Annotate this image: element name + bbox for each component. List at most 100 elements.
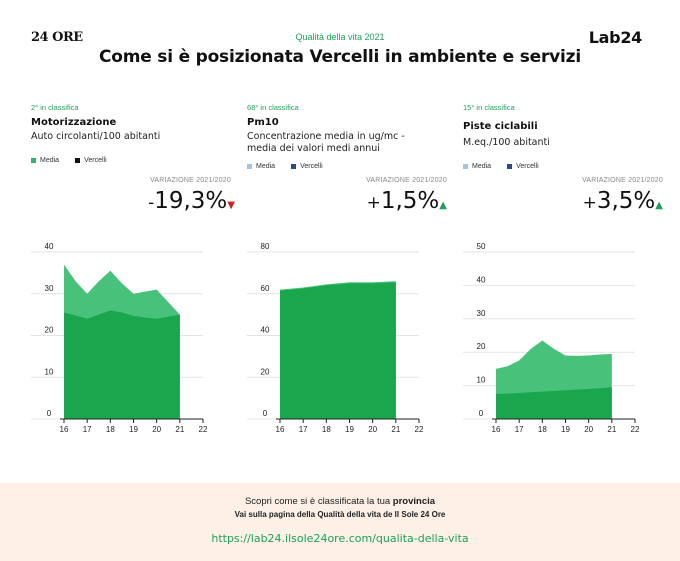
- legend-swatch-media: [247, 164, 252, 169]
- y-tick-label: 0: [479, 409, 484, 418]
- legend-item-vercelli[interactable]: Vercelli: [507, 163, 539, 170]
- y-tick-label: 10: [45, 367, 54, 376]
- variation-value: -19,3%▼: [148, 188, 235, 214]
- legend-swatch-vercelli: [291, 164, 297, 169]
- x-tick-label: 21: [607, 425, 616, 434]
- legend-item-vercelli[interactable]: Vercelli: [291, 163, 323, 170]
- x-tick-label: 18: [106, 425, 115, 434]
- sole24ore-logo[interactable]: 24 ORE: [31, 30, 83, 45]
- y-tick-label: 40: [45, 242, 54, 251]
- x-tick-label: 16: [60, 425, 69, 434]
- variation-label: VARIAZIONE 2021/2020: [150, 177, 231, 184]
- cta-prefix: Scopri come si è classificata la tua: [244, 496, 393, 507]
- x-tick-label: 22: [199, 425, 208, 434]
- panel-pm10: 68° in classifica Pm10 Concentrazione me…: [247, 100, 447, 445]
- rank-label: 2° in classifica: [31, 103, 79, 112]
- x-tick-label: 17: [515, 425, 524, 434]
- legend: Media Vercelli: [463, 163, 539, 170]
- cta-link[interactable]: https://lab24.ilsole24ore.com/qualita-de…: [211, 532, 469, 545]
- arrow-down-icon: ▼: [227, 200, 235, 211]
- y-tick-label: 20: [45, 326, 54, 335]
- legend: Media Vercelli: [31, 157, 107, 164]
- chart-piste-ciclabili: 0 10 20 30 40 50 16 17 18 19 20 21 22: [463, 242, 640, 434]
- legend-label: Media: [40, 157, 60, 164]
- variation-value: +1,5%▲: [367, 188, 447, 214]
- chart-motorizzazione: 0 10 20 30 40 16 17 18 19 20 21 22: [31, 242, 208, 434]
- x-tick-label: 20: [368, 425, 377, 434]
- variation-sign: +: [366, 193, 381, 213]
- y-tick-label: 40: [261, 326, 270, 335]
- panel-piste-ciclabili: 15° in classifica Piste ciclabili M.eq./…: [463, 100, 663, 445]
- arrow-up-icon: ▲: [655, 200, 663, 211]
- legend-swatch-media: [463, 164, 468, 169]
- cta-subtext: Vai sulla pagina della Qualità della vit…: [234, 510, 446, 519]
- y-tick-label: 80: [261, 242, 270, 251]
- legend-item-media[interactable]: Media: [463, 163, 491, 170]
- legend-label: Media: [256, 163, 276, 170]
- y-tick-label: 60: [261, 284, 270, 293]
- rank-label: 15° in classifica: [463, 103, 515, 112]
- arrow-up-icon: ▲: [439, 200, 447, 211]
- cta-text: Scopri come si è classificata la tua pro…: [0, 496, 680, 507]
- area-vercelli: [496, 387, 612, 419]
- y-tick-label: 0: [263, 409, 268, 418]
- y-tick-label: 10: [477, 376, 486, 385]
- area-vercelli: [280, 282, 396, 419]
- x-tick-label: 20: [152, 425, 161, 434]
- legend-item-media[interactable]: Media: [31, 157, 59, 164]
- legend-swatch-vercelli: [507, 164, 513, 169]
- indicator-name: Motorizzazione: [31, 117, 117, 128]
- x-tick-label: 16: [276, 425, 285, 434]
- variation-label: VARIAZIONE 2021/2020: [366, 177, 447, 184]
- y-tick-label: 40: [477, 275, 486, 284]
- y-tick-label: 20: [261, 367, 270, 376]
- x-tick-label: 22: [415, 425, 424, 434]
- panel-motorizzazione: 2° in classifica Motorizzazione Auto cir…: [31, 100, 235, 445]
- variation-number: 3,5%: [596, 188, 656, 214]
- variation-label: VARIAZIONE 2021/2020: [582, 177, 663, 184]
- legend-swatch-media: [31, 158, 36, 163]
- x-tick-label: 20: [584, 425, 593, 434]
- indicator-name: Piste ciclabili: [463, 121, 538, 132]
- legend-label: Media: [472, 163, 492, 170]
- x-tick-label: 19: [129, 425, 138, 434]
- area-vercelli: [64, 310, 180, 419]
- y-tick-label: 20: [477, 342, 486, 351]
- variation-number: 19,3%: [154, 188, 228, 214]
- x-tick-label: 18: [322, 425, 331, 434]
- indicator-description: Auto circolanti/100 abitanti: [31, 131, 161, 142]
- x-tick-label: 19: [345, 425, 354, 434]
- x-tick-label: 22: [631, 425, 640, 434]
- x-tick-label: 21: [175, 425, 184, 434]
- rank-label: 68° in classifica: [247, 103, 299, 112]
- x-tick-label: 16: [492, 425, 501, 434]
- cta-bold: provincia: [392, 496, 436, 507]
- legend-label: Vercelli: [516, 163, 539, 170]
- page-title: Come si è posizionata Vercelli in ambien…: [98, 47, 581, 67]
- chart-pm10: 0 20 40 60 80 16 17 18 19 20 21 22: [247, 242, 424, 434]
- variation-sign: -: [148, 193, 155, 213]
- lab24-logo[interactable]: Lab24: [588, 28, 643, 47]
- legend: Media Vercelli: [247, 163, 323, 170]
- variation-value: +3,5%▲: [583, 188, 663, 214]
- y-tick-label: 0: [47, 409, 52, 418]
- page-kicker: Qualità della vita 2021: [295, 32, 385, 42]
- legend-item-vercelli[interactable]: Vercelli: [75, 157, 107, 164]
- indicator-description: Concentrazione media in ug/mc - media de…: [247, 131, 405, 154]
- y-tick-label: 50: [477, 242, 486, 251]
- x-tick-label: 21: [391, 425, 400, 434]
- legend-label: Vercelli: [300, 163, 323, 170]
- x-tick-label: 17: [299, 425, 308, 434]
- indicator-description: M.eq./100 abitanti: [463, 137, 550, 148]
- legend-item-media[interactable]: Media: [247, 163, 275, 170]
- cta-banner: Scopri come si è classificata la tua pro…: [0, 483, 680, 561]
- indicator-name: Pm10: [247, 117, 279, 128]
- variation-number: 1,5%: [380, 188, 440, 214]
- y-tick-label: 30: [45, 284, 54, 293]
- legend-swatch-vercelli: [75, 158, 81, 163]
- x-tick-label: 19: [561, 425, 570, 434]
- legend-label: Vercelli: [84, 157, 107, 164]
- x-tick-label: 17: [83, 425, 92, 434]
- x-tick-label: 18: [538, 425, 547, 434]
- y-tick-label: 30: [477, 309, 486, 318]
